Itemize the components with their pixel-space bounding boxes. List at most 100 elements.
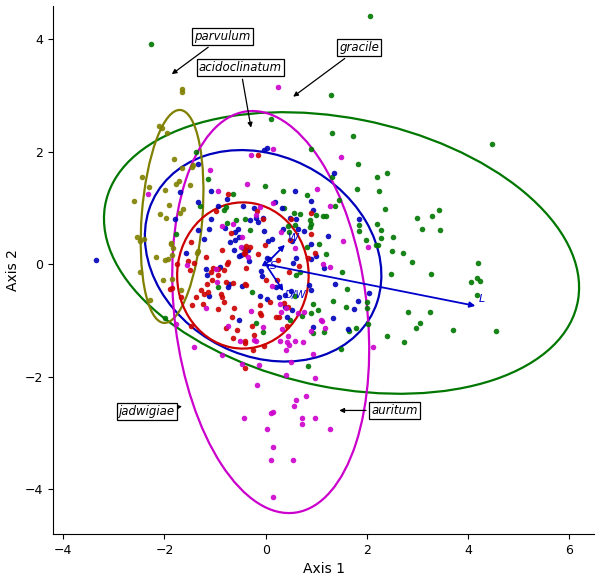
Point [321, 249, 331, 258]
Point [310, 373, 320, 382]
Point [176, 209, 185, 218]
Point [277, 227, 286, 236]
Point [230, 236, 239, 245]
Point [316, 315, 326, 324]
Point [224, 322, 233, 331]
Point [319, 263, 329, 272]
Point [299, 307, 308, 317]
Point [239, 248, 248, 257]
Point [229, 333, 238, 342]
Point [273, 255, 283, 264]
Point [318, 211, 328, 221]
Point [304, 253, 313, 262]
Point [230, 245, 239, 254]
Point [268, 235, 277, 244]
Point [473, 258, 483, 267]
Point [214, 201, 223, 210]
Point [338, 268, 347, 277]
Point [256, 311, 265, 320]
Point [217, 245, 227, 254]
Point [145, 296, 155, 305]
Point [217, 293, 227, 302]
Point [238, 282, 247, 291]
Point [398, 249, 408, 258]
Point [250, 330, 259, 339]
Point [329, 168, 338, 178]
Point [285, 213, 295, 222]
Point [327, 128, 337, 137]
Point [277, 203, 287, 212]
Point [247, 321, 257, 331]
Point [307, 208, 316, 217]
Point [291, 215, 301, 224]
Point [200, 289, 209, 299]
Point [259, 145, 269, 154]
Point [133, 233, 142, 242]
Point [269, 407, 278, 417]
Point [196, 201, 205, 211]
Point [176, 187, 185, 197]
Point [262, 143, 271, 152]
Point [364, 243, 373, 252]
Point [255, 308, 265, 318]
Point [330, 534, 340, 543]
Point [221, 324, 231, 333]
Point [298, 337, 307, 346]
Point [167, 250, 176, 260]
Point [302, 243, 311, 252]
Point [306, 197, 316, 206]
Point [260, 240, 270, 249]
Point [249, 335, 259, 345]
Point [284, 228, 293, 237]
Point [139, 234, 148, 243]
Point [217, 351, 227, 360]
Point [290, 186, 299, 195]
Point [323, 232, 332, 241]
Point [91, 255, 101, 264]
Point [328, 297, 337, 306]
Point [249, 203, 259, 212]
Point [218, 222, 227, 231]
Point [308, 300, 318, 309]
Point [247, 287, 257, 296]
Point [372, 219, 382, 228]
Point [325, 262, 334, 271]
Point [220, 205, 229, 215]
Text: L: L [479, 294, 485, 304]
Point [253, 151, 263, 160]
Text: S: S [270, 261, 277, 271]
Point [222, 219, 232, 228]
Point [193, 247, 203, 256]
Point [311, 210, 321, 219]
Point [288, 456, 298, 465]
Point [313, 305, 323, 314]
Point [295, 210, 305, 219]
Point [184, 256, 193, 265]
Point [326, 90, 335, 100]
Point [206, 214, 216, 223]
Point [376, 233, 385, 243]
Point [349, 131, 358, 140]
Point [202, 253, 211, 262]
Point [172, 180, 181, 189]
Point [168, 243, 178, 253]
Point [299, 226, 309, 236]
Point [302, 191, 311, 200]
Point [253, 249, 263, 258]
Point [281, 290, 290, 300]
Point [291, 270, 301, 279]
Point [177, 164, 187, 173]
Point [308, 350, 318, 359]
Point [238, 243, 248, 253]
Point [163, 254, 173, 264]
Point [297, 413, 307, 423]
Point [202, 271, 211, 280]
Point [213, 282, 223, 291]
Point [247, 151, 256, 160]
Point [193, 159, 202, 169]
Point [137, 173, 147, 182]
Point [434, 206, 443, 215]
Point [178, 204, 188, 214]
Point [387, 246, 397, 255]
Point [241, 263, 250, 272]
